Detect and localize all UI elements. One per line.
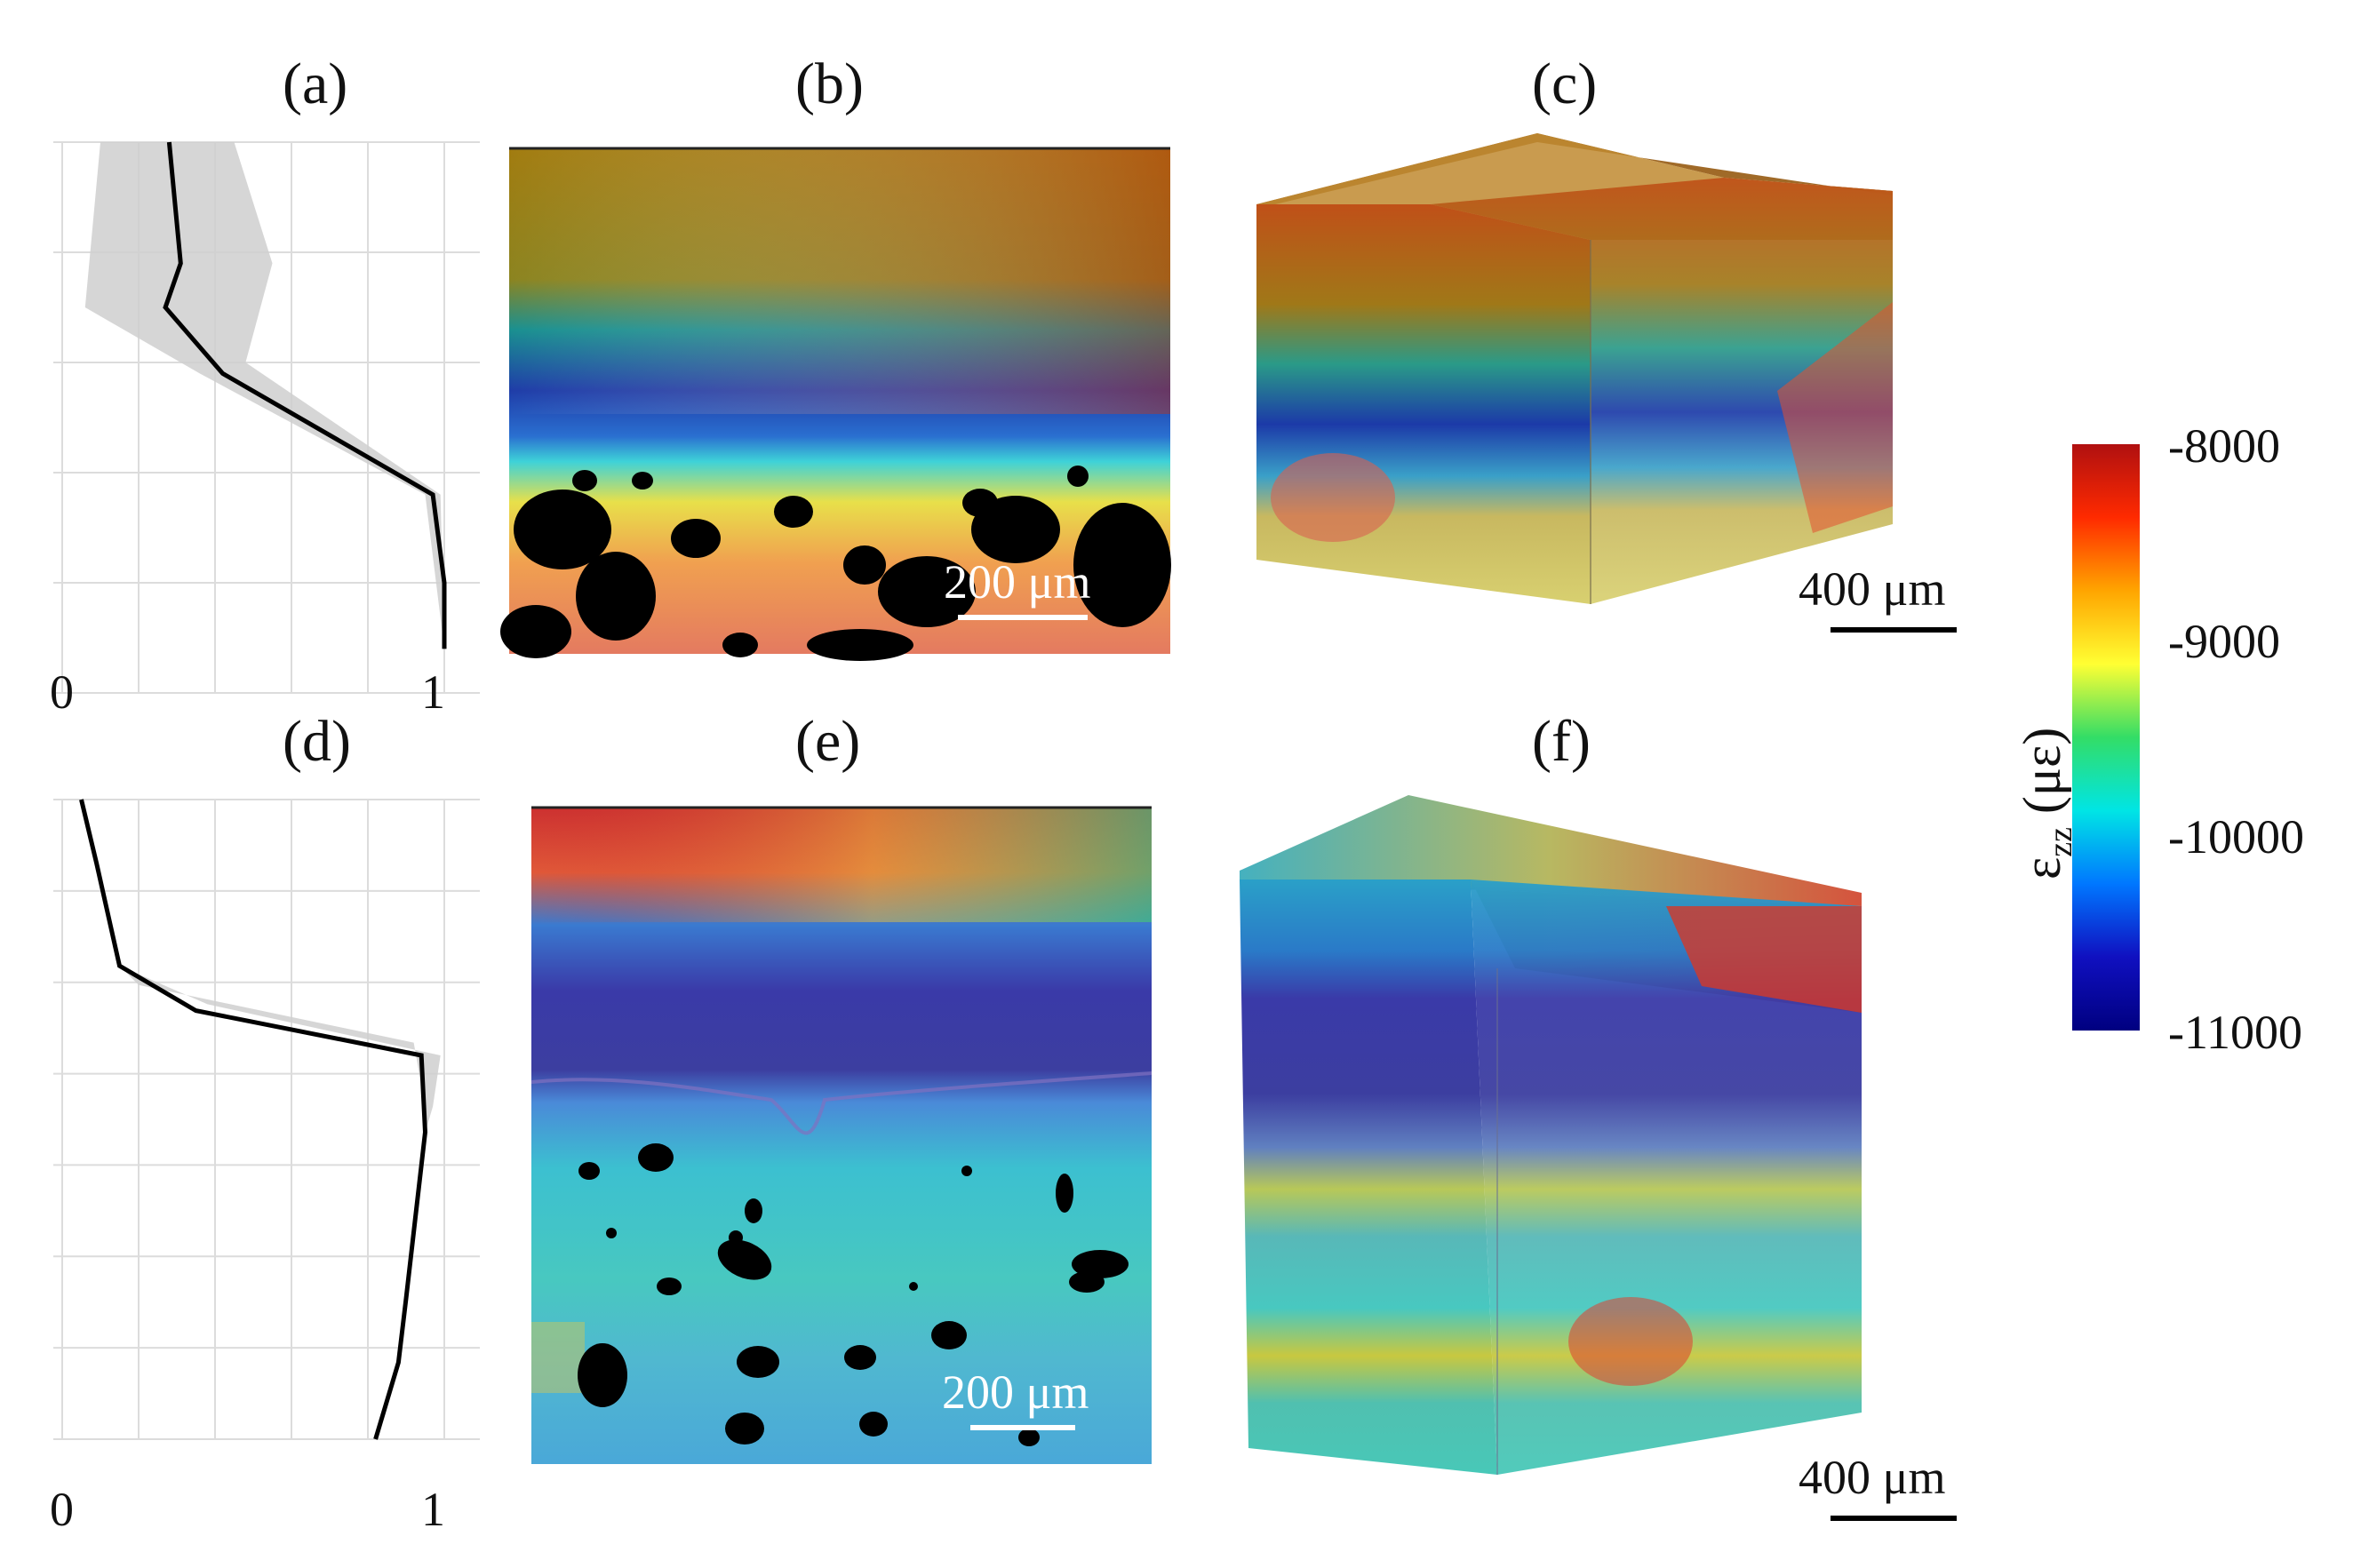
x-tick-a-1: 1 [421, 665, 445, 719]
plot-a-profile-line [163, 141, 447, 649]
colorbar [2072, 444, 2140, 1031]
panel-label-f: (f) [1532, 709, 1591, 774]
scale-bar-c [1831, 627, 1957, 633]
x-tick-d-1: 1 [421, 1483, 445, 1536]
panel-label-d: (d) [283, 709, 351, 774]
colorbar-title: εzz (με) [2013, 727, 2079, 880]
scale-bar-label-c: 400 μm [1799, 562, 1946, 616]
profile-plot-a [53, 141, 480, 694]
x-tick-d-0: 0 [50, 1483, 74, 1536]
panel-label-c: (c) [1532, 52, 1598, 116]
scale-bar-e [970, 1425, 1075, 1430]
scale-bar-label-f: 400 μm [1799, 1451, 1946, 1504]
colorbar-title-unit: (με) [2013, 727, 2071, 815]
scale-bar-label-b: 200 μm [944, 555, 1091, 609]
x-tick-a-0: 0 [50, 665, 74, 719]
strain-map-b [500, 147, 1171, 661]
colorbar-tick-3: -11000 [2168, 1006, 2302, 1059]
colorbar-tick-2: -10000 [2168, 810, 2304, 864]
scale-bar-label-e: 200 μm [942, 1365, 1089, 1419]
strain-map-e [530, 806, 1153, 1464]
plot-d-profile-line [79, 799, 428, 1440]
colorbar-title-symbol: ε [2013, 856, 2071, 880]
colorbar-title-subscript: zz [2042, 827, 2079, 857]
colorbar-tick-0: -8000 [2168, 419, 2280, 473]
scale-bar-f [1831, 1516, 1957, 1521]
panel-label-b: (b) [795, 52, 864, 116]
colorbar-tick-1: -9000 [2168, 615, 2280, 668]
strain-volume-c [1256, 133, 1893, 604]
strain-volume-f [1240, 795, 1862, 1475]
panel-label-e: (e) [795, 709, 861, 774]
panel-label-a: (a) [283, 52, 348, 116]
profile-plot-d [53, 799, 480, 1440]
scale-bar-b [958, 615, 1088, 620]
